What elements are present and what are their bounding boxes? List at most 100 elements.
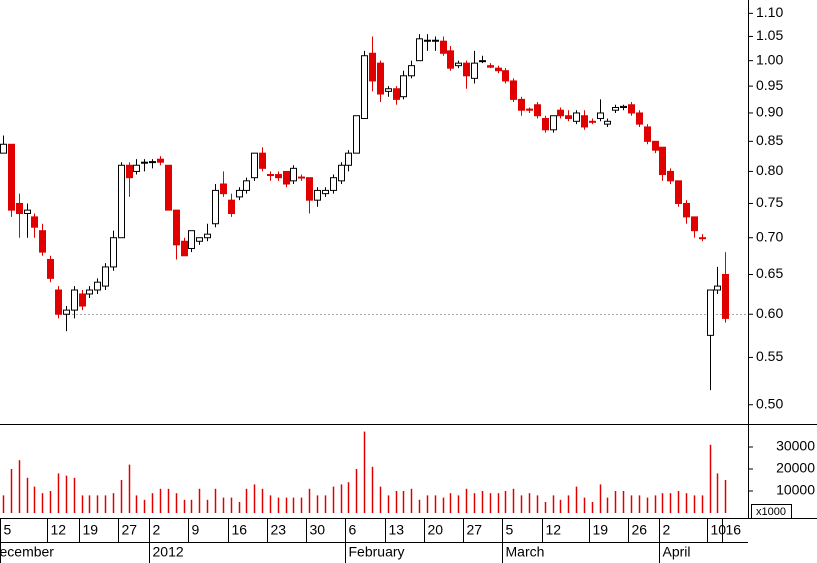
candle-body — [345, 152, 352, 166]
candle-body — [8, 143, 15, 211]
candle-body — [683, 202, 690, 218]
candle-body — [267, 174, 274, 177]
x-tick-label: 10 — [711, 522, 727, 538]
month-label: March — [506, 544, 545, 560]
candle-body — [298, 176, 305, 179]
candle-body — [510, 80, 517, 100]
candle-body — [181, 240, 188, 257]
candle-body — [471, 62, 478, 79]
candle-body — [94, 281, 101, 291]
candle-body — [24, 209, 31, 214]
y-tick-label: 0.55 — [756, 348, 783, 364]
candle-body — [628, 104, 635, 114]
y-tick-label: 0.90 — [756, 104, 783, 120]
candle-body — [714, 285, 721, 291]
candle-body — [597, 112, 604, 120]
x-tick-label: 2 — [663, 522, 671, 538]
x-tick-label: 13 — [389, 522, 405, 538]
candle-body — [377, 62, 384, 95]
candle-body — [644, 126, 651, 142]
candle-body — [502, 70, 509, 82]
unit-box — [751, 504, 792, 519]
candle-body — [699, 237, 706, 240]
candle-body — [330, 177, 337, 191]
candle-body — [589, 120, 596, 123]
candle-body — [39, 230, 46, 253]
month-label: February — [349, 544, 405, 560]
candle-body — [188, 230, 195, 249]
candle-body — [526, 108, 533, 111]
candle-body — [86, 289, 93, 295]
x-tick-label: 26 — [632, 522, 648, 538]
candle-body — [259, 152, 266, 169]
candle-body — [667, 170, 674, 182]
x-tick-label: 27 — [467, 522, 483, 538]
candle-body — [47, 258, 54, 279]
candle-body — [31, 216, 38, 228]
candle-body — [126, 164, 133, 179]
candle-body — [463, 62, 470, 77]
x-tick-label: 12 — [51, 522, 67, 538]
candle-body — [275, 174, 282, 179]
x-tick-label: 30 — [310, 522, 326, 538]
candle-body — [173, 209, 180, 246]
candle-body — [55, 289, 62, 315]
candle-body — [408, 65, 415, 77]
candle-body — [518, 98, 525, 111]
candle-body — [612, 106, 619, 111]
candle-body — [157, 158, 164, 163]
x-tick-label: 5 — [506, 522, 514, 538]
candle-body — [557, 109, 564, 117]
candle-body — [455, 62, 462, 67]
y-tick-label: 0.95 — [756, 77, 783, 93]
candle-body — [581, 115, 588, 128]
y-tick-label: 0.75 — [756, 194, 783, 210]
candle-body — [722, 274, 729, 319]
candle-body — [534, 104, 541, 117]
y-tick-label: 0.85 — [756, 132, 783, 148]
candle-body — [495, 67, 502, 72]
candle-body — [361, 55, 368, 120]
y-tick-label: 1.10 — [756, 4, 783, 20]
x-tick-label: 19 — [593, 522, 609, 538]
y-tick-label: 0.65 — [756, 265, 783, 281]
candle-body — [604, 120, 611, 125]
x-tick-label: 2 — [153, 522, 161, 538]
candle-body — [236, 189, 243, 198]
candle-body — [416, 38, 423, 62]
x-tick-label: 19 — [83, 522, 99, 538]
candle-body — [314, 189, 321, 201]
x-tick-label: 5 — [4, 522, 12, 538]
volume-tick-label: 30000 — [776, 438, 815, 454]
y-tick-label: 0.50 — [756, 395, 783, 411]
candle-body — [432, 39, 439, 42]
candle-body — [243, 180, 250, 191]
candle-body — [118, 164, 125, 239]
candle-body — [228, 199, 235, 214]
volume-unit: x1000 — [756, 506, 786, 518]
month-label: 2012 — [153, 544, 184, 560]
y-tick-label: 0.80 — [756, 162, 783, 178]
candle-body — [620, 105, 627, 108]
candle-body — [659, 146, 666, 176]
candle-body — [16, 202, 23, 214]
candle-body — [283, 170, 290, 185]
candle-body — [133, 164, 140, 172]
x-tick-label: 20 — [428, 522, 444, 538]
candle-body — [565, 115, 572, 120]
candle-body — [691, 216, 698, 232]
x-tick-label: 16 — [726, 522, 742, 538]
volume-tick-label: 10000 — [776, 482, 815, 498]
candle-body — [400, 75, 407, 98]
candle-body — [487, 65, 494, 68]
x-tick-label: 23 — [271, 522, 287, 538]
candle-body — [102, 266, 109, 287]
candle-body — [393, 88, 400, 100]
candle-body — [196, 237, 203, 242]
candle-body — [63, 309, 70, 315]
y-tick-label: 0.60 — [756, 305, 783, 321]
candle-body — [149, 161, 156, 164]
candle-body — [306, 177, 313, 201]
x-tick-label: 9 — [192, 522, 200, 538]
